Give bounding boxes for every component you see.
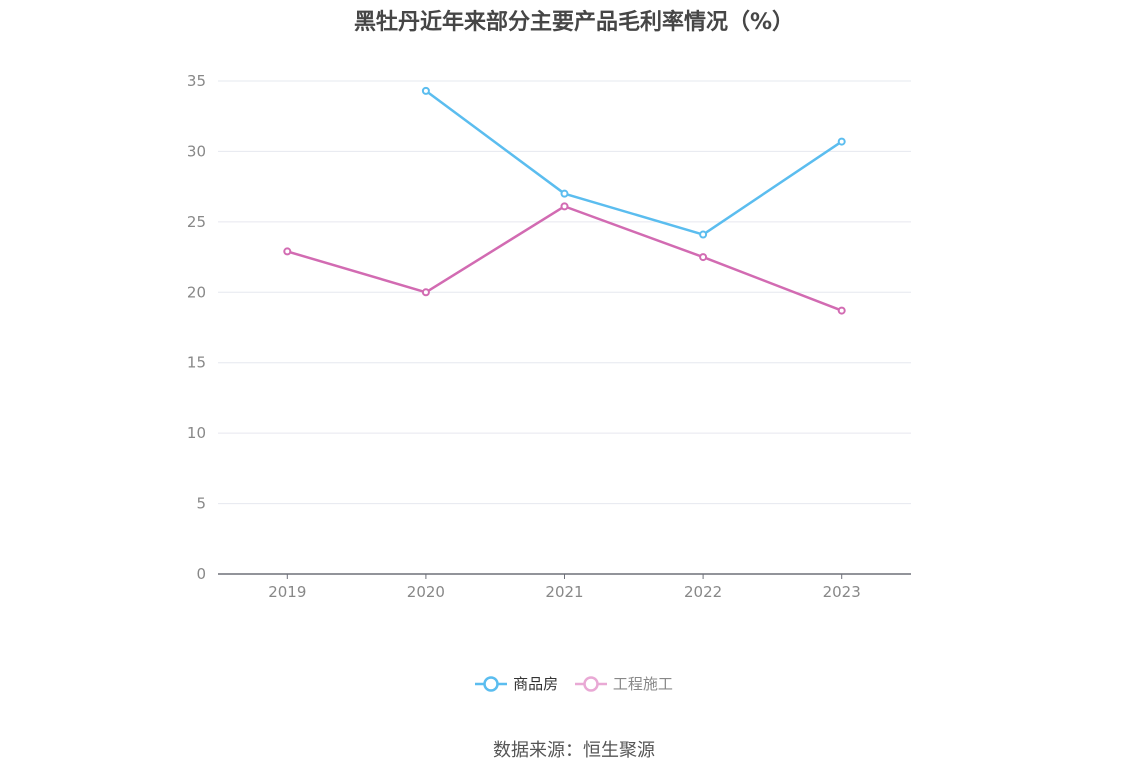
data-point <box>837 137 846 146</box>
data-point <box>560 202 569 211</box>
data-point <box>560 189 569 198</box>
data-point <box>421 86 430 95</box>
x-tick-label: 2022 <box>684 583 722 601</box>
data-point <box>421 288 430 297</box>
y-tick-label: 0 <box>196 565 206 583</box>
legend-label: 商品房 <box>513 675 559 693</box>
y-tick-label: 15 <box>187 354 206 372</box>
y-tick-label: 35 <box>187 72 206 90</box>
x-tick-label: 2023 <box>823 583 861 601</box>
y-tick-label: 10 <box>187 424 206 442</box>
legend-item-series-2[interactable]: 工程施工 <box>574 673 673 694</box>
legend-item-series-1[interactable]: 商品房 <box>475 673 558 694</box>
x-tick-label: 2021 <box>545 583 583 601</box>
legend: 商品房 工程施工 <box>0 673 1148 696</box>
chart-title: 黑牡丹近年来部分主要产品毛利率情况（%） <box>353 10 795 35</box>
data-point <box>837 306 846 315</box>
data-point <box>283 247 292 256</box>
data-point <box>699 253 708 262</box>
y-tick-label: 20 <box>187 283 206 301</box>
x-tick-label: 2020 <box>407 583 445 601</box>
y-tick-label: 5 <box>196 495 206 513</box>
y-tick-label: 25 <box>187 213 206 231</box>
data-point <box>699 230 708 239</box>
data-source-note: 数据来源：恒生聚源 <box>493 740 655 761</box>
x-tick-label: 2019 <box>268 583 306 601</box>
axes: 0 5 10 15 20 25 30 35 2019 2020 2021 2022 2023 <box>187 72 911 601</box>
series-lines <box>283 86 846 315</box>
legend-label: 工程施工 <box>612 675 673 693</box>
legend-marker-icon <box>574 675 607 692</box>
series-line-1 <box>425 89 843 236</box>
grid-lines <box>218 80 911 505</box>
legend-marker-icon <box>475 675 508 692</box>
y-tick-label: 30 <box>187 142 206 160</box>
